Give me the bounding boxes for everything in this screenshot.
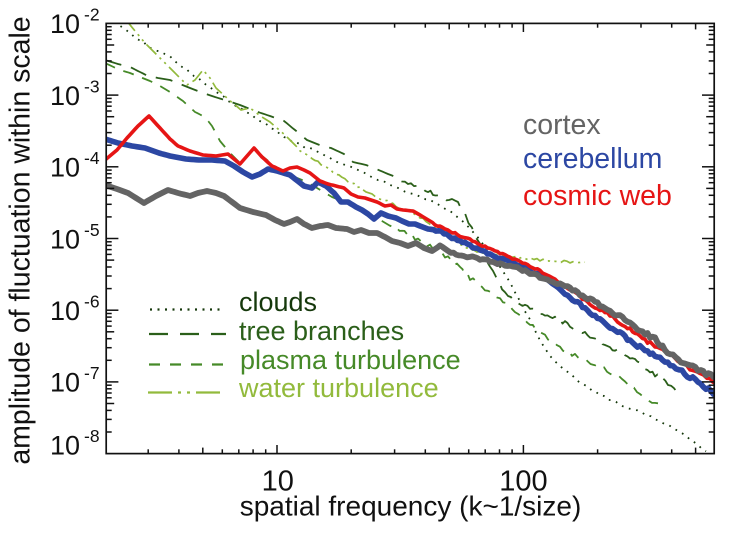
svg-text:-4: -4 (84, 148, 100, 168)
svg-text:100: 100 (499, 465, 547, 497)
svg-text:-8: -8 (84, 426, 100, 446)
svg-text:cortex: cortex (523, 109, 601, 141)
svg-text:-5: -5 (84, 220, 100, 240)
svg-text:10: 10 (50, 296, 80, 326)
svg-text:10: 10 (262, 466, 294, 498)
svg-text:spatial frequency (k~1/size): spatial frequency (k~1/size) (240, 491, 582, 522)
svg-text:plasma turbulence: plasma turbulence (240, 345, 461, 375)
svg-text:-7: -7 (84, 363, 100, 383)
svg-text:tree branches: tree branches (239, 316, 404, 346)
svg-text:amplitude of fluctuation withi: amplitude of fluctuation within scale (5, 16, 37, 464)
svg-text:10: 10 (50, 153, 80, 183)
svg-text:water turbulence: water turbulence (238, 373, 439, 403)
svg-text:10: 10 (50, 9, 80, 39)
svg-text:-3: -3 (84, 76, 100, 96)
svg-text:cerebellum: cerebellum (523, 143, 662, 175)
svg-text:-6: -6 (84, 292, 100, 312)
svg-text:10: 10 (50, 430, 80, 460)
svg-text:10: 10 (50, 368, 80, 398)
svg-text:cosmic web: cosmic web (523, 180, 672, 212)
svg-text:-2: -2 (84, 5, 100, 25)
svg-text:clouds: clouds (239, 287, 317, 317)
svg-text:10: 10 (50, 81, 80, 111)
svg-text:10: 10 (50, 224, 80, 254)
